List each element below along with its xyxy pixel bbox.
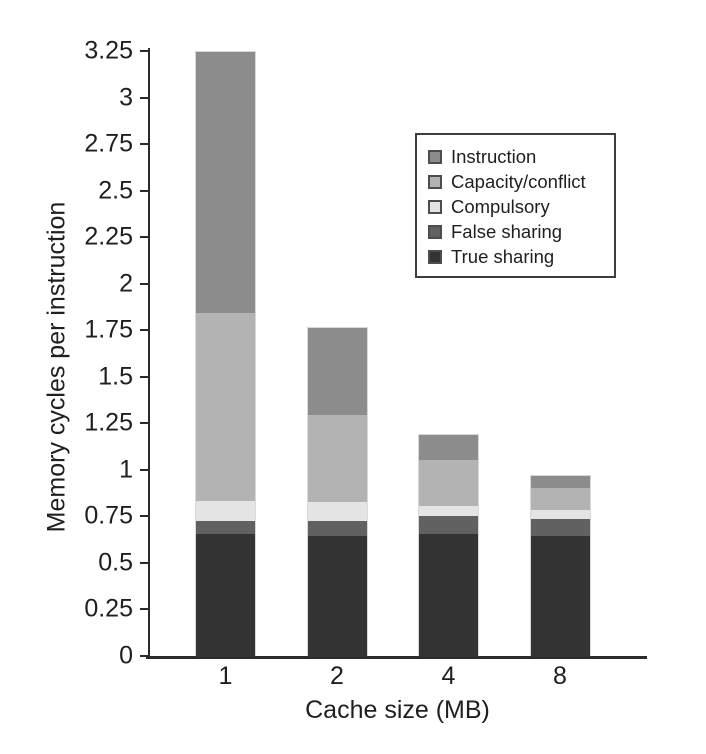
bar-segment-false-sharing bbox=[196, 521, 255, 535]
bar-segment-true-sharing bbox=[419, 534, 478, 657]
bar-segment-capacity-conflict bbox=[307, 415, 367, 503]
y-tick-label: 0.5 bbox=[98, 548, 133, 577]
bar-cache-2mb bbox=[306, 326, 368, 657]
y-tick-label: 2.75 bbox=[84, 129, 133, 158]
bar-segment-instruction bbox=[307, 327, 367, 415]
bar-segment-compulsory bbox=[196, 500, 255, 522]
y-axis-line bbox=[148, 48, 150, 656]
y-tick-label: 3 bbox=[119, 83, 133, 112]
bar-segment-compulsory bbox=[419, 506, 478, 516]
x-axis-title: Cache size (MB) bbox=[305, 696, 490, 724]
legend-item-true-sharing: True sharing bbox=[428, 244, 606, 269]
bar-segment-compulsory bbox=[307, 502, 367, 522]
legend-swatch-icon bbox=[428, 199, 442, 214]
legend-swatch-icon bbox=[428, 149, 442, 164]
y-tick-label: 0 bbox=[119, 641, 133, 670]
y-tick-label: 2.5 bbox=[98, 176, 133, 205]
legend-label: Capacity/conflict bbox=[451, 171, 586, 192]
bar-segment-true-sharing bbox=[530, 535, 590, 657]
plot-area: 0 0.25 0.5 0.75 1 1.25 1.5 1.75 2 2.25 2.5 2.75 3 3.2… bbox=[84, 38, 647, 690]
legend-swatch-icon bbox=[428, 174, 442, 189]
legend-item-capacity-conflict: Capacity/conflict bbox=[428, 169, 606, 194]
x-tick-label: 4 bbox=[441, 662, 456, 690]
bar-segment-false-sharing bbox=[307, 521, 367, 536]
bar-segment-instruction bbox=[196, 52, 255, 313]
legend-label: True sharing bbox=[451, 246, 555, 267]
y-tick bbox=[140, 515, 148, 518]
x-tick-label: 8 bbox=[553, 662, 567, 690]
y-tick bbox=[140, 282, 148, 285]
bar-segment-false-sharing bbox=[530, 519, 590, 536]
legend-label: False sharing bbox=[451, 221, 563, 242]
y-tick-label: 1 bbox=[119, 455, 133, 484]
x-axis-line bbox=[146, 656, 647, 659]
legend: Instruction Capacity/conflict Compulsory Fa… bbox=[415, 133, 616, 278]
y-tick bbox=[140, 655, 148, 657]
legend-swatch-icon bbox=[428, 249, 442, 264]
y-tick bbox=[140, 236, 148, 239]
bar-cache-1mb bbox=[195, 51, 256, 657]
y-tick bbox=[140, 375, 148, 378]
bar-segment-instruction bbox=[419, 435, 478, 460]
legend-item-instruction: Instruction bbox=[428, 144, 606, 169]
y-tick bbox=[140, 189, 148, 192]
y-tick bbox=[140, 50, 148, 52]
bar-cache-8mb bbox=[529, 475, 591, 657]
bar-segment-instruction bbox=[530, 476, 590, 488]
y-tick-label: 0.75 bbox=[84, 501, 133, 530]
y-tick bbox=[140, 468, 148, 471]
bar-segment-capacity-conflict bbox=[196, 312, 255, 501]
y-tick bbox=[140, 422, 148, 425]
bar-segment-capacity-conflict bbox=[530, 487, 590, 510]
x-tick-label: 2 bbox=[330, 662, 344, 690]
legend-label: Instruction bbox=[451, 146, 537, 167]
legend-swatch-icon bbox=[428, 224, 442, 239]
bar-segment-capacity-conflict bbox=[419, 459, 478, 507]
x-tick-label: 1 bbox=[218, 662, 233, 690]
bar-segment-compulsory bbox=[530, 509, 590, 520]
y-tick-label: 1.5 bbox=[98, 362, 133, 391]
y-tick-label: 2.25 bbox=[84, 222, 133, 251]
y-tick bbox=[140, 561, 148, 564]
legend-item-compulsory: Compulsory bbox=[428, 194, 606, 219]
legend-label: Compulsory bbox=[451, 196, 550, 217]
bar-segment-true-sharing bbox=[196, 534, 255, 657]
y-tick bbox=[140, 329, 148, 332]
bar-cache-4mb bbox=[418, 434, 479, 657]
y-tick bbox=[140, 143, 148, 146]
y-tick bbox=[140, 608, 148, 611]
y-tick-label: 0.25 bbox=[84, 594, 133, 623]
y-tick-label: 1.75 bbox=[84, 315, 133, 344]
y-tick-label: 1.25 bbox=[84, 408, 133, 437]
bar-segment-false-sharing bbox=[419, 515, 478, 535]
y-tick-label: 2 bbox=[119, 269, 133, 298]
y-tick-label: 3.25 bbox=[84, 36, 133, 65]
y-tick bbox=[140, 96, 148, 99]
legend-item-false-sharing: False sharing bbox=[428, 219, 606, 244]
bar-segment-true-sharing bbox=[307, 535, 367, 657]
